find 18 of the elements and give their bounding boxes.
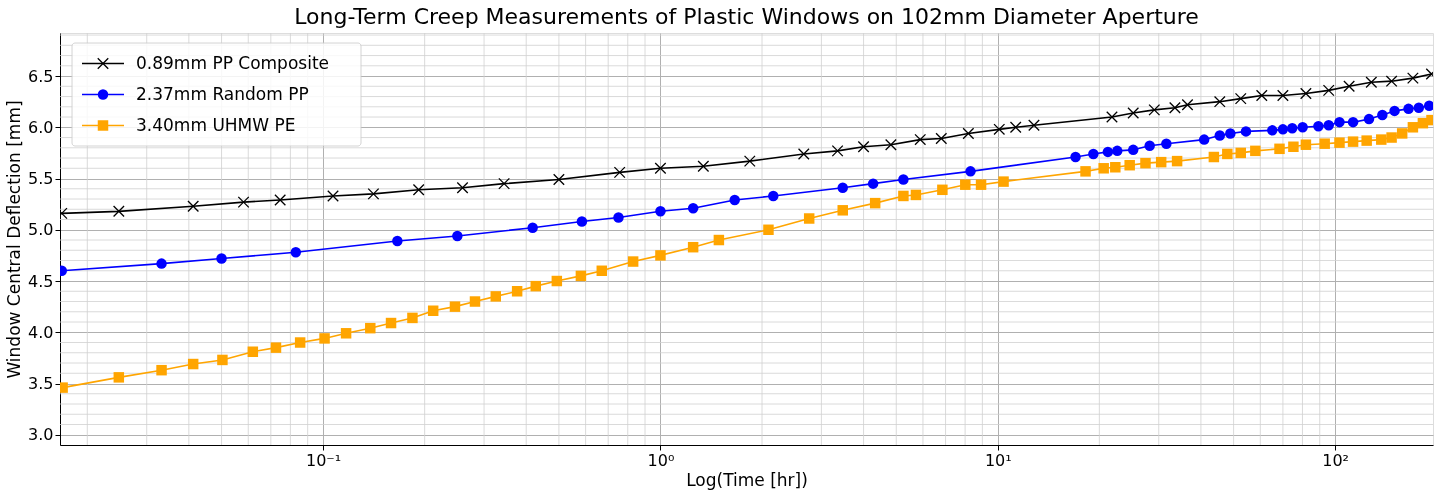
y-axis-title: Window Central Deflection [mm]: [4, 100, 25, 379]
legend-label: 3.40mm UHMW PE: [136, 114, 296, 135]
y-tick-label: 4.0: [28, 322, 54, 342]
x-tick-label: 10¹: [984, 450, 1012, 470]
legend-label: 2.37mm Random PP: [136, 83, 309, 104]
y-tick-label: 3.5: [28, 374, 54, 394]
y-tick-label: 5.5: [28, 169, 54, 189]
y-tick-label: 4.5: [28, 271, 54, 291]
x-tick-label: 10²: [1322, 450, 1350, 470]
y-tick-label: 6.0: [28, 117, 54, 137]
chart-title: Long-Term Creep Measurements of Plastic Windows on 102mm Diameter Aperture: [294, 3, 1199, 29]
y-tick-label: 3.0: [28, 425, 54, 445]
x-axis-title: Log(Time [hr]): [686, 469, 808, 490]
x-tick-label: 10⁻¹: [305, 450, 342, 470]
legend-label: 0.89mm PP Composite: [136, 52, 330, 73]
y-tick-label: 5.0: [28, 220, 54, 240]
y-tick-label: 6.5: [28, 66, 54, 86]
x-tick-label: 10⁰: [647, 450, 675, 470]
